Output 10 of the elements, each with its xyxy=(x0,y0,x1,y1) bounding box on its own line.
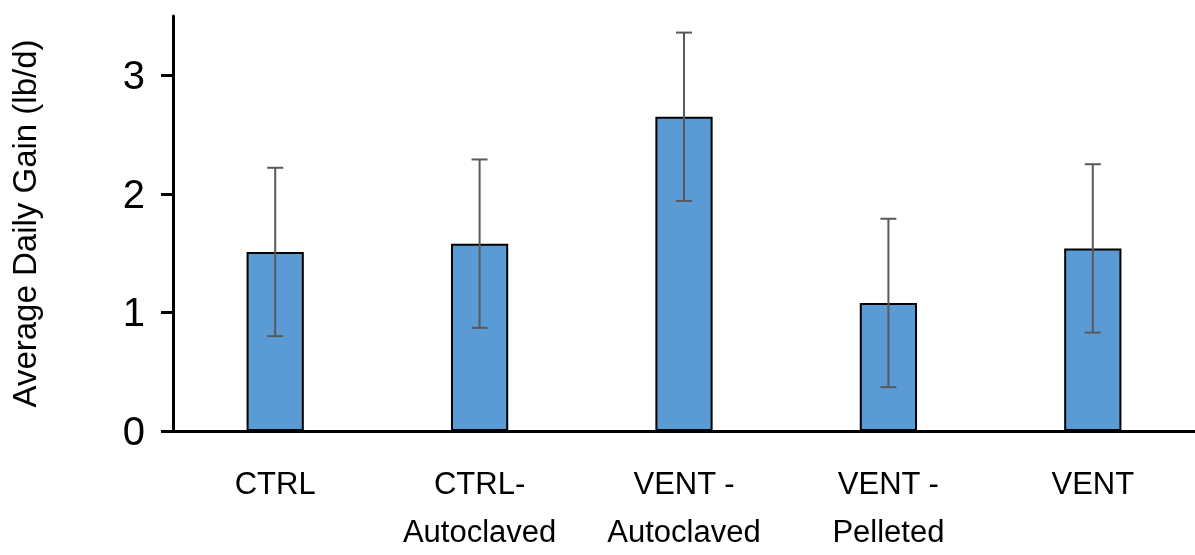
x-tick-label: VENT - Pelleted xyxy=(832,465,945,549)
y-tick-label: 2 xyxy=(122,171,145,216)
y-axis-title: Average Daily Gain (lb/d) xyxy=(6,39,43,408)
y-tick-label: 0 xyxy=(122,409,145,453)
x-tick-label: VENT - Autoclaved xyxy=(607,465,761,549)
x-tick-label: VENT xyxy=(1051,465,1135,501)
x-tick-label: CTRL xyxy=(234,465,316,501)
x-tick-label: CTRL-Autoclaved xyxy=(402,465,557,549)
y-tick-label: 3 xyxy=(122,53,145,98)
y-tick-label: 1 xyxy=(122,290,145,335)
